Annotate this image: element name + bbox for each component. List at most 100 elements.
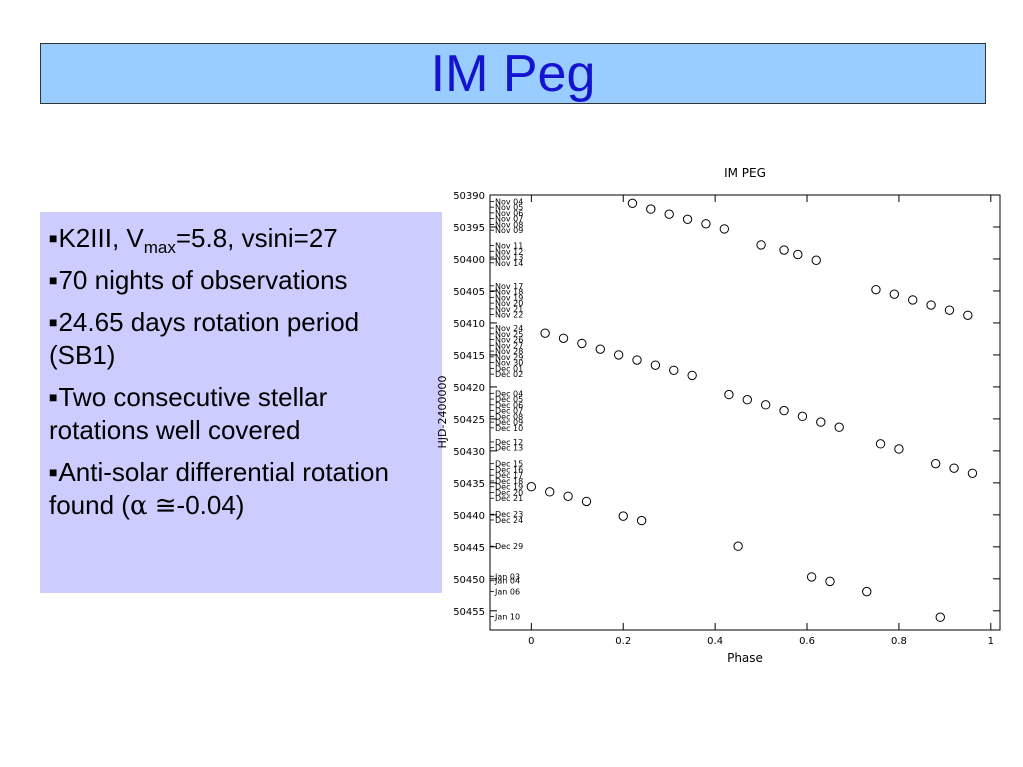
- data-point: [963, 310, 973, 320]
- date-label: Nov 25: [495, 330, 523, 339]
- data-point: [581, 496, 592, 507]
- date-label: Nov 09: [495, 226, 523, 235]
- y-tick-label: 50400: [453, 255, 485, 266]
- date-label: Dec 02: [495, 370, 523, 379]
- x-tick-label: 0.6: [799, 636, 815, 647]
- data-point: [526, 482, 537, 492]
- data-points: [526, 198, 978, 622]
- x-tick-label: 0: [528, 636, 534, 647]
- data-point: [894, 444, 904, 454]
- data-point: [558, 333, 569, 343]
- title-bar: IM Peg: [40, 43, 986, 104]
- date-label: Nov 28: [495, 347, 523, 356]
- date-label: Dec 20: [495, 488, 523, 497]
- date-label: Nov 24: [495, 324, 523, 333]
- data-point: [779, 245, 789, 255]
- data-point: [816, 417, 826, 427]
- data-point: [806, 572, 817, 582]
- alpha-symbol: α: [129, 491, 148, 521]
- data-point: [682, 214, 693, 225]
- data-point: [687, 370, 697, 381]
- chart-title: IM PEG: [724, 166, 766, 180]
- date-label: Nov 13: [495, 253, 523, 262]
- date-label: Nov 20: [495, 299, 523, 308]
- bullet-box: ■K2III, Vmax=5.8, vsini=27 ■70 nights of…: [40, 212, 442, 593]
- y-tick-label: 50445: [453, 543, 485, 554]
- date-label: Nov 04: [495, 197, 523, 206]
- y-tick-label: 50410: [453, 319, 485, 330]
- slide-title: IM Peg: [430, 44, 596, 103]
- data-point: [577, 338, 587, 349]
- data-point: [825, 576, 835, 587]
- date-label: Nov 21: [495, 305, 523, 314]
- bullet-3: ■24.65 days rotation period (SB1): [49, 307, 360, 370]
- y-tick-label: 50420: [453, 383, 485, 394]
- date-label: Nov 30: [495, 359, 523, 368]
- plot-frame: [489, 194, 1001, 631]
- date-label: Dec 05: [495, 395, 523, 404]
- data-point: [646, 204, 656, 214]
- x-tick-label: 1: [988, 636, 994, 647]
- date-label: Jan 10: [494, 613, 520, 622]
- date-label: Dec 17: [495, 471, 523, 480]
- y-tick-label: 50415: [453, 351, 485, 362]
- date-label: Nov 26: [495, 336, 523, 345]
- y-tick-label: 50390: [453, 191, 485, 202]
- data-point: [930, 458, 941, 469]
- y-tick-label: 50405: [453, 287, 485, 298]
- data-point: [632, 355, 642, 365]
- date-label: Dec 23: [495, 510, 523, 519]
- bullet-square-icon: ■: [49, 389, 58, 405]
- phase-scatter-chart: IM PEG 50390 50395 50400 50405 50410 50415 504…: [436, 166, 1001, 665]
- data-point: [871, 284, 881, 295]
- data-point: [540, 328, 550, 338]
- data-point: [811, 255, 821, 265]
- date-label: Jan 04: [494, 577, 520, 586]
- date-label: Dec 15: [495, 460, 523, 469]
- y-axis-label: HJD-2400000: [436, 376, 449, 449]
- date-label: Dec 13: [495, 444, 523, 453]
- date-label: Nov 06: [495, 209, 523, 218]
- data-point: [545, 487, 555, 497]
- date-label: Nov 05: [495, 203, 523, 212]
- data-point: [760, 400, 771, 410]
- y-tick-label: 50395: [453, 223, 485, 234]
- x-axis: 0 0.2 0.4 0.6 0.8 1: [528, 195, 994, 647]
- bullet-5: ■Anti-solar differential rotation found …: [49, 457, 389, 521]
- data-point: [618, 511, 628, 521]
- date-label: Nov 18: [495, 288, 523, 297]
- date-label: Dec 08: [495, 412, 523, 421]
- date-label: Nov 22: [495, 311, 523, 320]
- data-point: [793, 249, 803, 260]
- date-label: Jan 06: [494, 588, 520, 597]
- data-point: [650, 360, 661, 370]
- date-label: Dec 18: [495, 477, 523, 486]
- bullet-square-icon: ■: [49, 230, 58, 246]
- data-point: [875, 439, 886, 449]
- data-point: [563, 491, 573, 502]
- date-label: Dec 10: [495, 424, 523, 433]
- bullet-4: ■Two consecutive stellar rotations well …: [49, 382, 328, 445]
- bullet-square-icon: ■: [49, 272, 58, 288]
- date-label: Jan 03: [494, 572, 520, 581]
- data-point: [742, 395, 752, 405]
- date-label: Dec 24: [495, 516, 523, 525]
- date-label: Dec 07: [495, 407, 523, 416]
- data-point: [636, 515, 647, 526]
- data-point: [701, 219, 711, 229]
- x-tick-label: 0.8: [891, 636, 907, 647]
- date-label: Dec 09: [495, 418, 523, 427]
- approx-symbol: ≅: [154, 491, 177, 521]
- data-point: [797, 411, 808, 422]
- bullet-1: ■K2III, Vmax=5.8, vsini=27: [49, 223, 338, 258]
- data-point: [779, 405, 789, 416]
- x-tick-label: 0.4: [707, 636, 723, 647]
- data-point: [664, 209, 674, 219]
- y-tick-label: 50450: [453, 575, 485, 586]
- date-label: Dec 06: [495, 401, 523, 410]
- y-tick-label: 50455: [453, 607, 485, 618]
- date-label: Nov 12: [495, 247, 523, 256]
- x-axis-label: Phase: [727, 651, 763, 665]
- data-point: [967, 468, 978, 478]
